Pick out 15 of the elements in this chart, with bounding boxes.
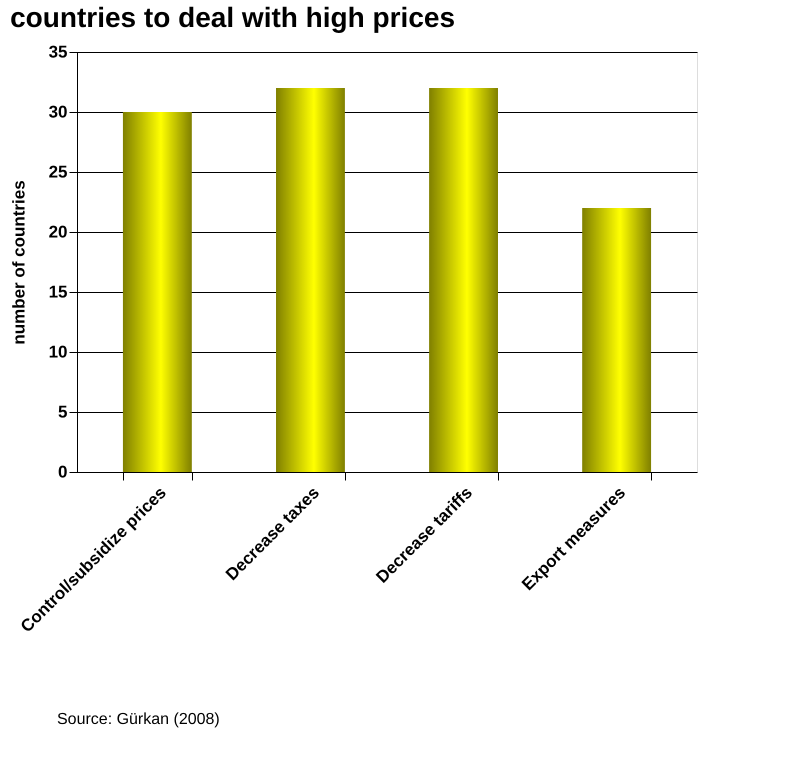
y-tick-label: 0 xyxy=(58,462,68,482)
chart-title: countries to deal with high prices xyxy=(10,2,456,33)
y-tick-label: 20 xyxy=(48,222,68,242)
bar xyxy=(582,208,652,472)
y-tick-label: 35 xyxy=(48,42,68,62)
y-tick-label: 10 xyxy=(48,342,68,362)
bar xyxy=(276,88,345,472)
y-tick-label: 5 xyxy=(58,402,68,422)
bar xyxy=(122,112,192,472)
y-tick-label: 15 xyxy=(48,282,68,302)
y-tick-label: 30 xyxy=(48,102,68,122)
y-tick-label: 25 xyxy=(48,162,68,182)
y-axis-title: number of countries xyxy=(10,180,29,345)
bar xyxy=(429,88,498,472)
source-note: Source: Gürkan (2008) xyxy=(57,711,220,728)
